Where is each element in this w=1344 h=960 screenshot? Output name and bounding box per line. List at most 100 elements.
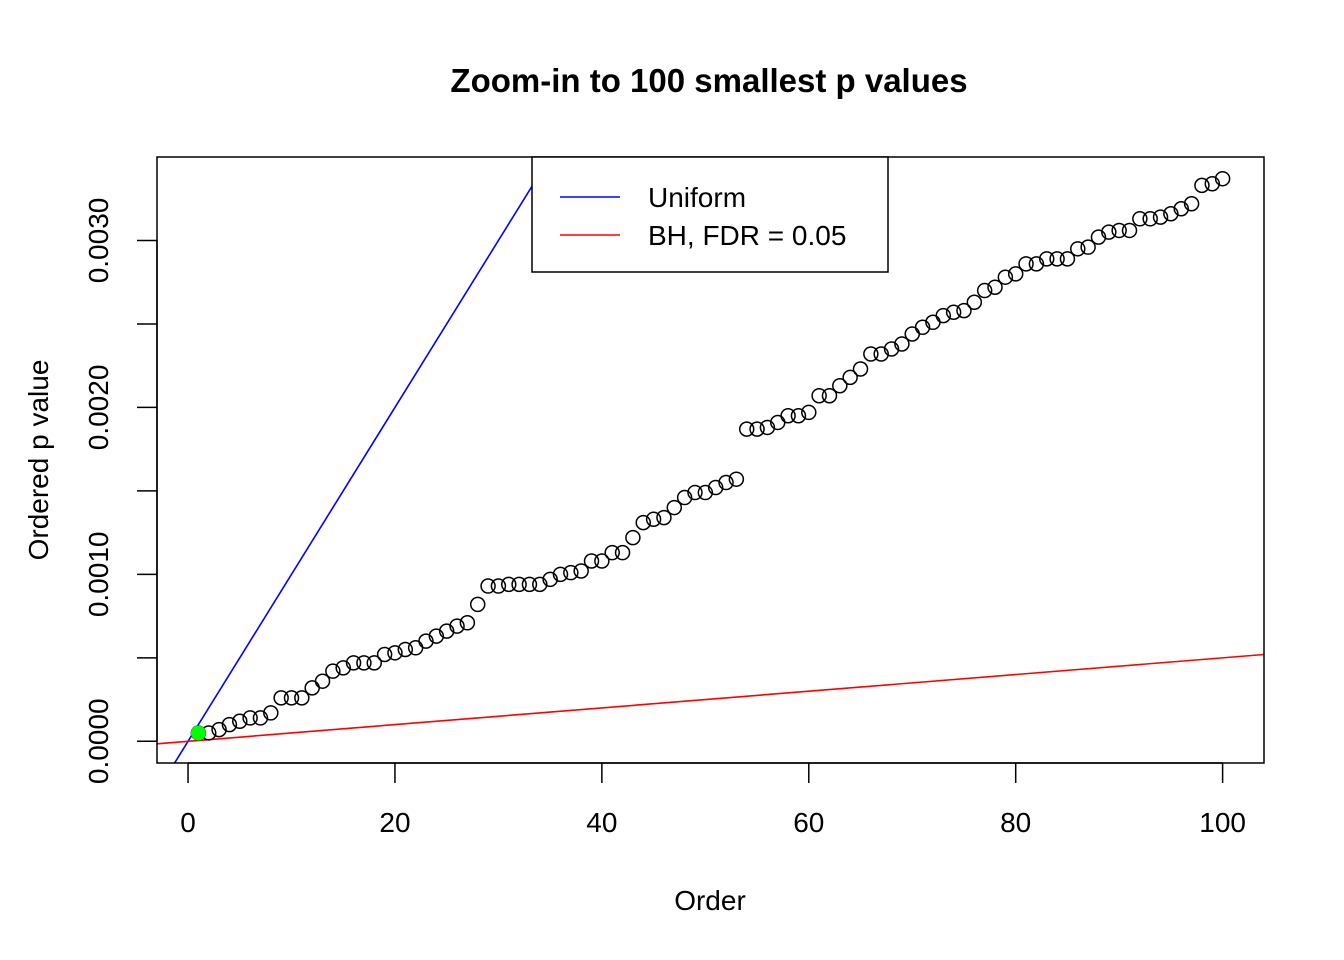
y-tick-label: 0.0000 — [83, 698, 114, 784]
data-point — [1049, 251, 1065, 267]
data-point — [1183, 195, 1200, 212]
data-point — [666, 499, 683, 516]
data-point — [573, 563, 589, 579]
data-point — [490, 578, 507, 594]
data-point — [842, 369, 858, 386]
x-tick-label: 80 — [1000, 807, 1031, 838]
data-point — [242, 710, 258, 726]
data-point — [790, 408, 807, 424]
legend-box — [531, 156, 889, 273]
data-point — [718, 474, 734, 491]
data-point — [583, 553, 600, 569]
data-point — [221, 716, 238, 733]
data-point — [263, 705, 279, 721]
data-point — [1173, 201, 1189, 217]
data-point — [852, 361, 869, 377]
data-point — [811, 387, 827, 404]
data-point — [914, 319, 931, 336]
data-point — [894, 336, 910, 352]
data-point — [1111, 222, 1127, 239]
x-tick-label: 0 — [180, 807, 196, 838]
data-point — [428, 628, 445, 644]
data-point — [1038, 251, 1055, 267]
data-point — [1059, 251, 1076, 267]
data-point — [480, 578, 496, 594]
data-point — [325, 663, 341, 679]
data-point — [232, 713, 248, 730]
data-point — [635, 514, 652, 531]
data-point — [780, 408, 796, 424]
data-point — [1152, 209, 1169, 225]
data-point — [625, 529, 641, 546]
data-point — [1028, 256, 1045, 272]
y-tick-label: 0.0020 — [83, 365, 114, 451]
data-point — [987, 279, 1003, 295]
data-point — [945, 304, 962, 321]
chart-title: Zoom-in to 100 smallest p values — [450, 62, 967, 99]
highlight-point — [190, 725, 206, 741]
data-point — [1142, 211, 1158, 227]
data-point — [511, 576, 527, 593]
x-tick-label: 40 — [586, 807, 617, 838]
data-point — [801, 404, 817, 421]
x-tick-label: 100 — [1199, 807, 1246, 838]
data-point — [1080, 239, 1096, 255]
data-point — [676, 489, 693, 506]
data-point — [211, 721, 227, 738]
data-point — [707, 479, 724, 496]
data-point — [563, 564, 579, 581]
ref-line-bh-fdr-0-05 — [157, 653, 1264, 745]
data-point — [935, 307, 952, 324]
legend-label-uniform: Uniform — [648, 182, 746, 213]
data-point — [863, 346, 879, 362]
data-point — [594, 553, 610, 569]
legend: Uniform BH, FDR = 0.05 — [531, 156, 889, 273]
data-point — [1194, 177, 1210, 194]
data-point — [1132, 211, 1148, 227]
data-point — [1090, 229, 1107, 245]
data-point — [997, 269, 1014, 285]
data-point — [366, 655, 383, 671]
data-point — [542, 571, 558, 588]
data-point — [1070, 241, 1086, 257]
data-point — [656, 509, 672, 526]
data-point — [521, 576, 538, 593]
data-point — [1121, 222, 1138, 239]
data-point — [335, 660, 351, 676]
y-tick-label: 0.0010 — [83, 532, 114, 618]
ref-line-uniform — [173, 157, 552, 763]
x-tick-label: 20 — [379, 807, 410, 838]
x-tick-label: 60 — [793, 807, 824, 838]
data-point — [832, 377, 848, 394]
data-point — [759, 419, 776, 436]
data-point — [283, 690, 300, 706]
data-point — [438, 623, 455, 639]
data-point — [821, 387, 838, 404]
y-axis-label: Ordered p value — [23, 360, 54, 561]
data-point — [252, 710, 269, 726]
legend-label-bh: BH, FDR = 0.05 — [648, 220, 846, 251]
data-point — [614, 544, 631, 561]
data-point — [1018, 256, 1034, 272]
data-point — [552, 566, 569, 583]
data-point — [687, 484, 703, 501]
data-point — [904, 326, 920, 342]
data-point — [304, 680, 320, 696]
data-point — [1101, 224, 1117, 240]
data-point — [749, 421, 765, 437]
data-point — [314, 673, 331, 689]
data-point — [376, 646, 393, 663]
data-point — [873, 346, 889, 362]
data-point — [469, 596, 486, 613]
x-axis-label: Order — [674, 885, 746, 916]
data-point — [532, 576, 548, 593]
data-point — [407, 640, 424, 656]
data-point — [345, 655, 362, 671]
data-point — [397, 641, 414, 658]
data-point — [459, 615, 476, 631]
data-point — [1214, 170, 1231, 187]
data-point — [728, 471, 745, 487]
data-point — [976, 282, 993, 299]
data-point — [883, 341, 900, 357]
